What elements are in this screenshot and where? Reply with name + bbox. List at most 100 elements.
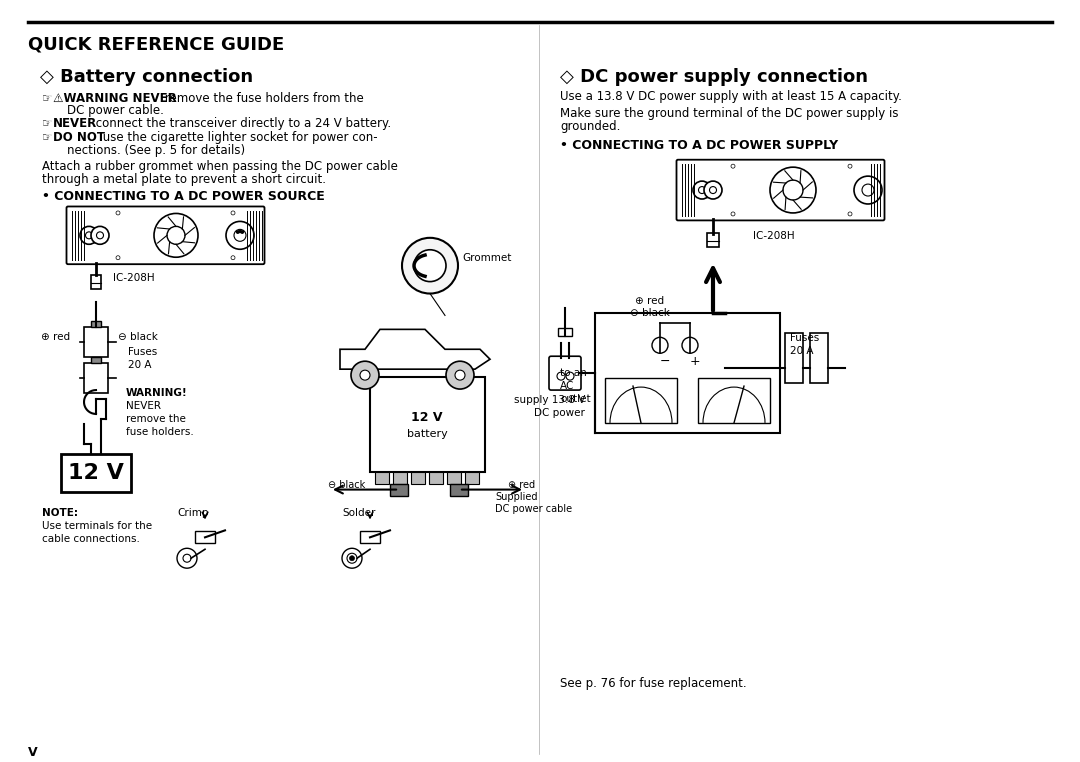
Circle shape — [80, 226, 98, 245]
Text: Attach a rubber grommet when passing the DC power cable: Attach a rubber grommet when passing the… — [42, 160, 397, 173]
Bar — [91, 322, 102, 328]
Circle shape — [91, 226, 109, 245]
Bar — [390, 484, 408, 495]
Bar — [84, 328, 108, 357]
Text: DC power: DC power — [535, 408, 585, 418]
Text: remove the: remove the — [126, 414, 186, 424]
Circle shape — [848, 212, 852, 216]
Circle shape — [566, 372, 573, 380]
Circle shape — [681, 338, 698, 354]
Circle shape — [342, 549, 362, 568]
Text: ◇ Battery connection: ◇ Battery connection — [40, 68, 253, 85]
Circle shape — [848, 164, 852, 168]
Text: IC-208H: IC-208H — [113, 273, 154, 283]
Circle shape — [446, 361, 474, 389]
Circle shape — [183, 554, 191, 562]
Circle shape — [455, 370, 465, 380]
Text: IC-208H: IC-208H — [753, 231, 795, 241]
Circle shape — [731, 212, 735, 216]
Bar — [465, 472, 480, 484]
Text: Fuses: Fuses — [789, 333, 820, 344]
Bar — [84, 363, 108, 393]
Bar — [447, 472, 461, 484]
Text: fuse holders.: fuse holders. — [126, 427, 193, 437]
Bar — [605, 378, 677, 423]
Text: ⊕ red: ⊕ red — [508, 479, 535, 490]
Text: Crimp: Crimp — [177, 508, 208, 518]
Bar — [91, 274, 102, 289]
Text: WARNING!: WARNING! — [126, 388, 188, 398]
Text: DC power cable.: DC power cable. — [67, 104, 164, 117]
Text: 12 V: 12 V — [68, 463, 124, 482]
Circle shape — [85, 232, 93, 239]
Bar — [375, 472, 389, 484]
Circle shape — [231, 211, 235, 215]
Text: ⊖ black: ⊖ black — [118, 332, 158, 342]
Circle shape — [414, 250, 446, 282]
Bar — [698, 378, 770, 423]
Circle shape — [239, 230, 241, 232]
FancyBboxPatch shape — [67, 207, 265, 264]
Text: Grommet: Grommet — [462, 253, 511, 263]
Circle shape — [731, 164, 735, 168]
Circle shape — [96, 232, 104, 239]
Circle shape — [402, 238, 458, 293]
Circle shape — [347, 553, 357, 563]
Text: through a metal plate to prevent a short circuit.: through a metal plate to prevent a short… — [42, 173, 326, 186]
Text: NOTE:: NOTE: — [42, 508, 78, 518]
Text: NEVER: NEVER — [126, 401, 161, 411]
Circle shape — [226, 222, 254, 249]
Circle shape — [234, 229, 246, 242]
Text: Fuses: Fuses — [129, 347, 158, 357]
Text: outlet: outlet — [561, 394, 591, 404]
Bar — [707, 233, 719, 247]
Polygon shape — [340, 329, 490, 369]
Text: ◇ DC power supply connection: ◇ DC power supply connection — [561, 68, 868, 85]
Text: connect the transceiver directly to a 24 V battery.: connect the transceiver directly to a 24… — [92, 117, 391, 130]
Text: Use terminals for the: Use terminals for the — [42, 521, 152, 531]
Text: See p. 76 for fuse replacement.: See p. 76 for fuse replacement. — [561, 677, 746, 690]
Circle shape — [167, 226, 185, 245]
Circle shape — [154, 213, 198, 258]
Text: V: V — [28, 746, 38, 759]
Bar — [411, 472, 426, 484]
Text: ☞: ☞ — [42, 117, 56, 130]
FancyBboxPatch shape — [370, 377, 485, 472]
Text: ☞: ☞ — [42, 131, 56, 144]
Circle shape — [116, 211, 120, 215]
Bar — [91, 357, 102, 363]
Circle shape — [350, 555, 354, 561]
Text: Make sure the ground terminal of the DC power supply is: Make sure the ground terminal of the DC … — [561, 107, 899, 120]
Text: ☞: ☞ — [42, 91, 56, 104]
Bar — [450, 484, 468, 495]
Circle shape — [854, 176, 882, 204]
Text: battery: battery — [407, 429, 447, 439]
FancyBboxPatch shape — [549, 356, 581, 390]
Circle shape — [241, 231, 243, 233]
Circle shape — [783, 180, 804, 200]
Bar — [60, 453, 131, 491]
Text: −: − — [660, 354, 671, 368]
Bar — [360, 531, 380, 543]
Circle shape — [231, 256, 235, 260]
Text: 12 V: 12 V — [411, 411, 443, 424]
Circle shape — [351, 361, 379, 389]
Text: +: + — [690, 354, 700, 368]
Text: use the cigarette lighter socket for power con-: use the cigarette lighter socket for pow… — [99, 131, 378, 144]
Circle shape — [177, 549, 197, 568]
Text: ⊖ black: ⊖ black — [630, 309, 670, 319]
Circle shape — [652, 338, 669, 354]
Circle shape — [862, 184, 874, 196]
Circle shape — [693, 181, 711, 199]
Bar — [195, 531, 215, 543]
Text: to an: to an — [561, 368, 586, 378]
Text: DO NOT: DO NOT — [53, 131, 105, 144]
Bar — [429, 472, 443, 484]
Text: AC: AC — [561, 381, 575, 391]
Text: grounded.: grounded. — [561, 120, 620, 133]
Text: Solder: Solder — [342, 508, 376, 518]
Circle shape — [710, 187, 716, 194]
Circle shape — [557, 372, 565, 380]
Bar — [810, 333, 828, 383]
Text: Supplied: Supplied — [495, 491, 538, 501]
